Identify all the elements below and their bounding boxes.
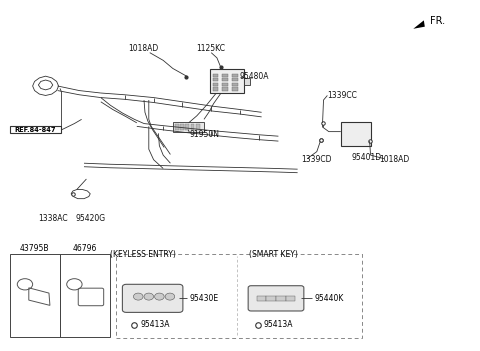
Bar bbox=[232, 87, 238, 91]
Text: 95413A: 95413A bbox=[264, 320, 293, 329]
Text: 95413A: 95413A bbox=[140, 320, 169, 329]
Bar bbox=[286, 296, 295, 301]
Text: 95480A: 95480A bbox=[240, 72, 269, 81]
FancyBboxPatch shape bbox=[122, 284, 183, 312]
Text: 1339CC: 1339CC bbox=[327, 91, 357, 100]
Bar bbox=[232, 74, 238, 77]
Bar bbox=[257, 296, 266, 301]
Text: FR.: FR. bbox=[430, 16, 445, 26]
Text: (KEYLESS ENTRY): (KEYLESS ENTRY) bbox=[110, 250, 176, 259]
Bar bbox=[213, 87, 218, 91]
Text: 1018AD: 1018AD bbox=[379, 155, 409, 164]
Text: REF.84-847: REF.84-847 bbox=[15, 127, 56, 133]
Bar bbox=[173, 122, 204, 132]
FancyBboxPatch shape bbox=[248, 286, 304, 311]
Polygon shape bbox=[413, 20, 425, 29]
Text: 95401D: 95401D bbox=[352, 153, 382, 162]
Bar bbox=[213, 78, 218, 81]
Bar bbox=[276, 296, 286, 301]
Text: 95430E: 95430E bbox=[190, 294, 219, 303]
Text: 1125KC: 1125KC bbox=[196, 44, 225, 53]
Text: 91950N: 91950N bbox=[190, 130, 220, 139]
Bar bbox=[244, 78, 250, 85]
Circle shape bbox=[144, 293, 154, 300]
Bar bbox=[222, 78, 228, 81]
Text: 95440K: 95440K bbox=[314, 294, 344, 303]
Bar bbox=[232, 78, 238, 81]
Text: 43795B: 43795B bbox=[20, 244, 49, 253]
Bar bbox=[191, 124, 194, 130]
Bar bbox=[185, 124, 189, 130]
Bar bbox=[60, 254, 110, 337]
Bar bbox=[266, 296, 276, 301]
Text: 95420G: 95420G bbox=[75, 214, 105, 223]
Bar bbox=[210, 69, 244, 93]
Circle shape bbox=[133, 293, 143, 300]
Text: 1018AD: 1018AD bbox=[128, 44, 158, 53]
Text: 1338AC: 1338AC bbox=[38, 214, 68, 223]
Bar bbox=[213, 74, 218, 77]
Bar bbox=[232, 83, 238, 86]
Circle shape bbox=[155, 293, 164, 300]
Bar bbox=[175, 124, 179, 130]
Bar bbox=[222, 83, 228, 86]
Bar bbox=[213, 83, 218, 86]
Bar bbox=[10, 254, 60, 337]
Text: (SMART KEY): (SMART KEY) bbox=[249, 250, 298, 259]
Bar bbox=[196, 124, 200, 130]
Bar bbox=[222, 87, 228, 91]
Bar bbox=[341, 122, 371, 146]
Circle shape bbox=[165, 293, 175, 300]
Text: 46796: 46796 bbox=[73, 244, 97, 253]
Text: 1339CD: 1339CD bbox=[301, 155, 332, 164]
Bar bbox=[180, 124, 184, 130]
Bar bbox=[222, 74, 228, 77]
